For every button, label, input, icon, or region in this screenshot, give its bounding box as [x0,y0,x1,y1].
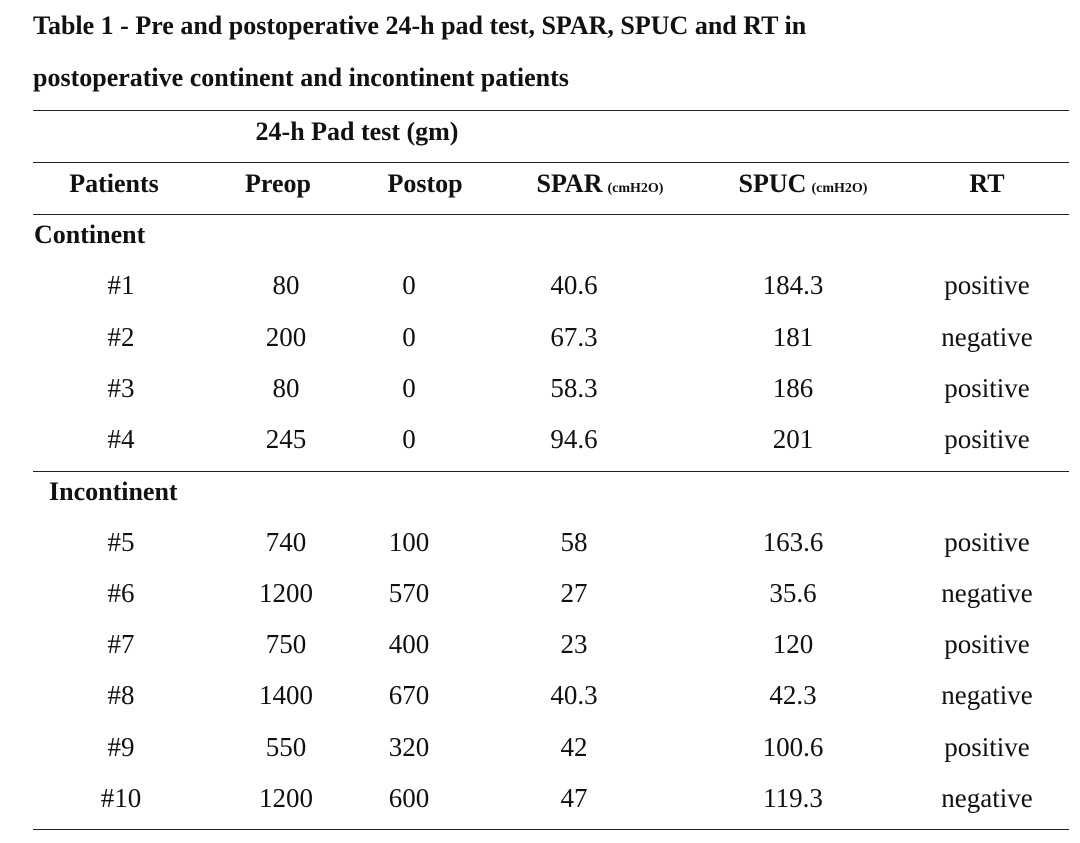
col-header-rt: RT [969,169,1005,198]
cell-preop: 550 [265,732,307,762]
cell-rt: negative [941,783,1033,813]
column-header-rule [33,214,1069,215]
table-title-line-2: postoperative continent and incontinent … [33,63,569,92]
cell-rt: negative [941,680,1033,710]
cell-spuc: 119.3 [763,783,823,813]
cell-postop: 320 [388,732,430,762]
cell-patient: #10 [100,783,142,813]
cell-spuc: 100.6 [762,732,824,762]
cell-spuc: 184.3 [762,270,824,300]
cell-postop: 0 [402,322,416,352]
cell-spuc: 181 [772,322,814,352]
cell-spar: 27 [560,578,588,608]
cell-spar: 94.6 [550,424,598,454]
col-header-spar-unit: (cmH2O) [607,181,664,196]
cell-rt: negative [941,578,1033,608]
cell-patient: #4 [107,424,135,454]
col-header-patients: Patients [69,169,159,198]
cell-spar: 40.6 [550,270,598,300]
cell-spuc: 35.6 [769,578,817,608]
cell-spuc: 120 [772,629,814,659]
cell-spuc: 186 [772,373,814,403]
cell-spar: 40.3 [550,680,598,710]
cell-patient: #1 [107,270,135,300]
cell-spuc: 42.3 [769,680,817,710]
cell-spar: 58 [560,527,588,557]
cell-postop: 570 [388,578,430,608]
col-header-postop: Postop [387,169,463,198]
cell-preop: 1200 [259,783,313,813]
cell-patient: #9 [107,732,135,762]
cell-postop: 670 [388,680,430,710]
cell-preop: 200 [265,322,307,352]
group-label-continent: Continent [34,220,146,249]
cell-preop: 245 [265,424,307,454]
cell-rt: positive [944,424,1030,454]
header-rule [33,162,1069,163]
cell-postop: 400 [388,629,430,659]
cell-preop: 80 [272,373,300,403]
cell-spar: 67.3 [550,322,598,352]
cell-patient: #5 [107,527,135,557]
cell-patient: #8 [107,680,135,710]
cell-postop: 100 [388,527,430,557]
cell-patient: #2 [107,322,135,352]
table-title-line-1: Table 1 - Pre and postoperative 24-h pad… [33,11,807,40]
col-header-spuc-label: SPUC [738,169,807,198]
col-header-spuc: SPUC (cmH2O) [739,168,868,205]
top-rule [33,110,1069,111]
cell-rt: positive [944,629,1030,659]
cell-spar: 23 [560,629,588,659]
cell-postop: 600 [388,783,430,813]
cell-rt: positive [944,270,1030,300]
bottom-rule [33,829,1069,830]
group-label-incontinent: Incontinent [49,477,178,506]
group-divider-rule [33,471,1069,472]
cell-preop: 80 [272,270,300,300]
cell-rt: positive [944,732,1030,762]
cell-postop: 0 [402,270,416,300]
cell-spar: 42 [560,732,588,762]
cell-postop: 0 [402,424,416,454]
cell-rt: negative [941,322,1033,352]
col-header-spar: SPAR (cmH2O) [537,168,664,205]
cell-patient: #3 [107,373,135,403]
cell-spuc: 163.6 [762,527,824,557]
cell-spuc: 201 [772,424,814,454]
pad-test-group-header: 24-h Pad test (gm) [255,117,459,146]
col-header-spar-label: SPAR [536,169,603,198]
cell-patient: #6 [107,578,135,608]
col-header-spuc-unit: (cmH2O) [811,181,868,196]
cell-preop: 1400 [259,680,313,710]
cell-patient: #7 [107,629,135,659]
col-header-preop: Preop [245,169,311,198]
cell-spar: 47 [560,783,588,813]
cell-preop: 740 [265,527,307,557]
cell-preop: 750 [265,629,307,659]
cell-spar: 58.3 [550,373,598,403]
cell-rt: positive [944,373,1030,403]
cell-postop: 0 [402,373,416,403]
cell-rt: positive [944,527,1030,557]
cell-preop: 1200 [259,578,313,608]
